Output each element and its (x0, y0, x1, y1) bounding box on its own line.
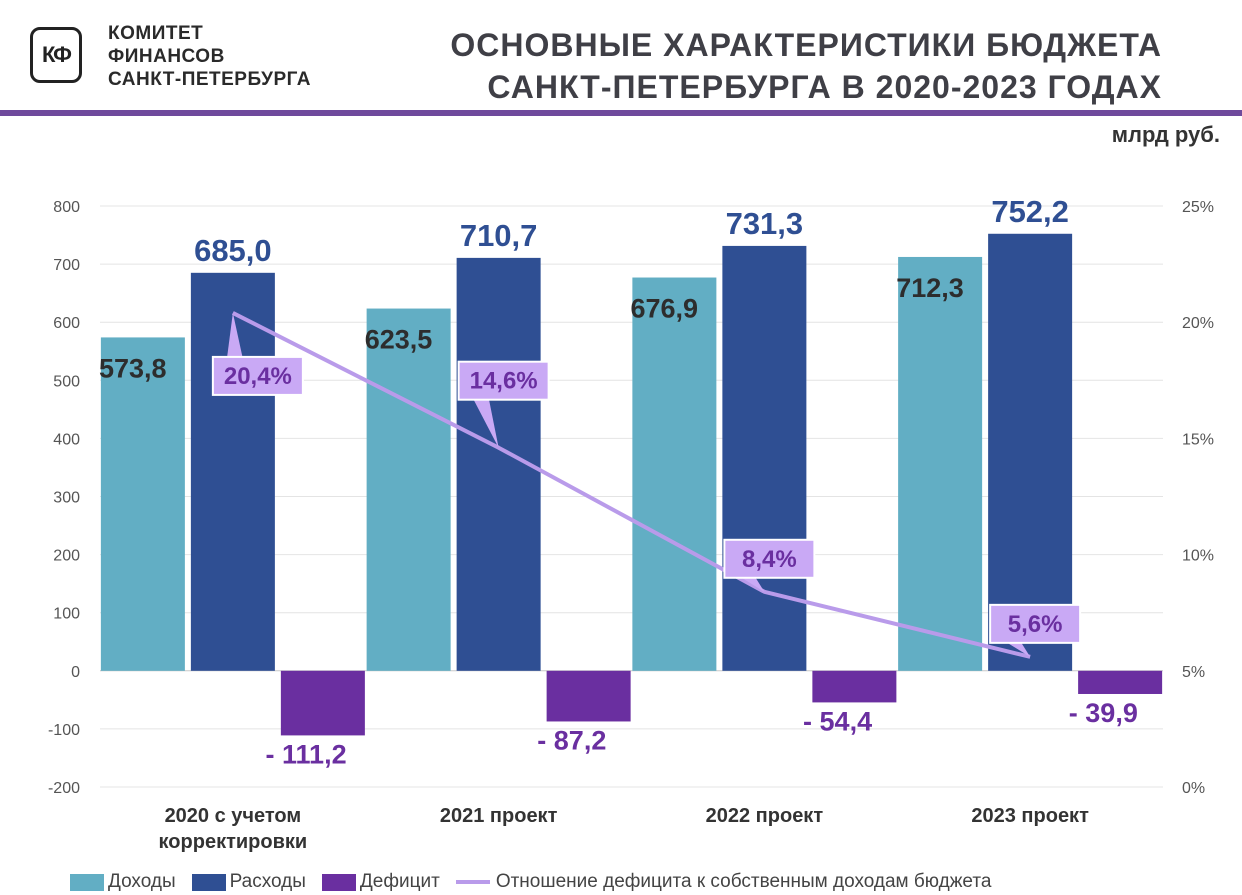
title-line-2: САНКТ-ПЕТЕРБУРГА В 2020-2023 ГОДАХ (487, 69, 1162, 105)
legend-swatch-ratio (455, 880, 490, 884)
data-label-deficit: - 111,2 (266, 739, 347, 769)
bar-deficit (1078, 670, 1163, 694)
header: КФ КОМИТЕТ ФИНАНСОВ САНКТ-ПЕТЕРБУРГА ОСН… (0, 0, 1242, 118)
bar-income (100, 337, 185, 671)
bar-income (366, 308, 451, 671)
x-tick-label: 2020 с учетом (165, 805, 302, 827)
legend-item-expense: Расходы (191, 871, 306, 893)
y-tick-label: -200 (48, 780, 80, 797)
y-tick-label: 0 (71, 664, 80, 681)
ratio-label: 8,4% (742, 546, 797, 573)
legend-label-deficit: Дефицит (359, 871, 440, 892)
legend-swatch-deficit (321, 873, 356, 891)
y2-tick-label: 10% (1182, 548, 1214, 565)
bar-deficit (812, 670, 897, 703)
data-label-expense: 752,2 (991, 194, 1069, 229)
ratio-callout-box (211, 355, 304, 396)
data-label-deficit: - 54,4 (803, 706, 872, 736)
y-tick-label: 100 (53, 606, 80, 623)
data-label-expense: 710,7 (460, 218, 538, 253)
logo-text: КФ (42, 42, 72, 67)
bar-expense (722, 245, 807, 671)
ratio-label: 5,6% (1008, 611, 1063, 638)
x-tick-label: 2023 проект (971, 805, 1089, 827)
bar-expense (988, 233, 1073, 671)
y-tick-label: 500 (53, 373, 80, 390)
legend-item-income: Доходы (70, 871, 176, 893)
y2-tick-label: 5% (1182, 664, 1205, 681)
ratio-callout-box (457, 360, 550, 401)
y2-tick-label: 15% (1182, 431, 1214, 448)
y2-tick-label: 25% (1182, 199, 1214, 216)
legend-item-deficit: Дефицит (321, 871, 440, 893)
data-label-income: 623,5 (365, 325, 433, 355)
bar-income (898, 256, 983, 671)
title-line-1: ОСНОВНЫЕ ХАРАКТЕРИСТИКИ БЮДЖЕТА (450, 27, 1162, 63)
page-title: ОСНОВНЫЕ ХАРАКТЕРИСТИКИ БЮДЖЕТА САНКТ-ПЕ… (450, 24, 1162, 108)
ratio-callout-pointer (738, 575, 765, 592)
y-tick-label: 600 (53, 315, 80, 332)
header-divider (0, 110, 1242, 116)
y-tick-label: 800 (53, 199, 80, 216)
y2-tick-label: 0% (1182, 780, 1205, 797)
ratio-callout-box (723, 538, 816, 579)
ratio-callout-pointer (1004, 640, 1031, 657)
x-tick-label: корректировки (159, 831, 308, 853)
ratio-label: 20,4% (224, 363, 292, 390)
y2-tick-label: 20% (1182, 315, 1214, 332)
legend-label-expense: Расходы (229, 871, 306, 892)
data-label-expense: 685,0 (194, 233, 272, 268)
organization-name: КОМИТЕТ ФИНАНСОВ САНКТ-ПЕТЕРБУРГА (108, 22, 311, 91)
chart-legend: Доходы Расходы Дефицит Отношение дефицит… (70, 869, 1007, 895)
legend-item-ratio: Отношение дефицита к собственным доходам… (455, 871, 992, 893)
ratio-label: 14,6% (470, 368, 538, 395)
ratio-line (231, 311, 1031, 659)
y-tick-label: 400 (53, 431, 80, 448)
ratio-callout-box (989, 603, 1082, 644)
data-label-expense: 731,3 (726, 206, 804, 241)
y-tick-label: 200 (53, 548, 80, 565)
ratio-callout-pointer (472, 397, 499, 448)
bar-deficit (546, 670, 631, 722)
org-line-3: САНКТ-ПЕТЕРБУРГА (108, 69, 311, 90)
data-label-income: 573,8 (99, 353, 167, 383)
ratio-callout-pointer (226, 312, 243, 359)
x-tick-label: 2021 проект (440, 805, 558, 827)
data-label-income: 712,3 (896, 273, 964, 303)
legend-swatch-expense (191, 873, 226, 891)
legend-label-income: Доходы (108, 871, 176, 892)
data-label-deficit: - 39,9 (1069, 698, 1138, 728)
y-tick-label: 700 (53, 257, 80, 274)
data-label-deficit: - 87,2 (537, 725, 606, 755)
legend-label-ratio: Отношение дефицита к собственным доходам… (495, 871, 992, 892)
y-tick-label: 300 (53, 490, 80, 507)
logo: КФ (30, 27, 82, 83)
bar-deficit (280, 670, 365, 736)
x-tick-label: 2022 проект (706, 805, 824, 827)
unit-label: млрд руб. (1111, 122, 1220, 147)
org-line-2: ФИНАНСОВ (108, 46, 225, 67)
org-line-1: КОМИТЕТ (108, 23, 204, 44)
y-tick-label: -100 (48, 722, 80, 739)
legend-swatch-income (70, 873, 104, 891)
data-label-income: 676,9 (631, 294, 699, 324)
bar-income (632, 277, 717, 671)
